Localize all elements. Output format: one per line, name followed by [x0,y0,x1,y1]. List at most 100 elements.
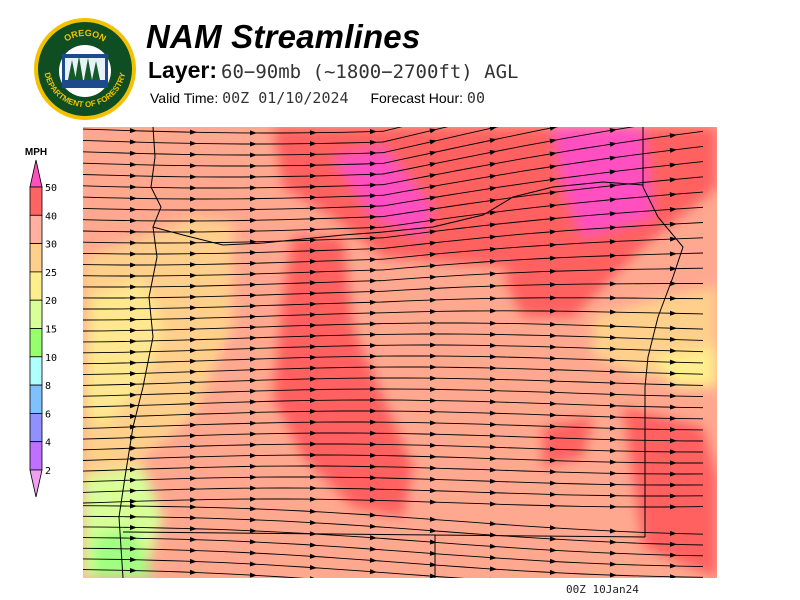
streamline-arrow [129,499,137,505]
streamline-arrow [549,412,557,418]
streamline [83,310,704,321]
streamline-arrow [429,342,437,348]
streamline-arrow [549,255,557,261]
streamline-arrow [369,408,377,414]
streamline-arrow [369,557,377,563]
streamline-arrow [609,528,617,534]
streamline-arrow [249,271,257,277]
streamline-arrow [129,229,137,235]
valid-time-value: 00Z 01/10/2024 [222,89,349,107]
streamline-arrow [369,310,377,316]
streamline-arrow [489,354,497,360]
streamline-arrow [249,442,257,448]
streamline-arrow [249,141,257,147]
streamline-arrow [669,162,677,168]
streamline-arrow [249,496,257,502]
streamline-arrow [549,569,557,575]
streamline-arrow [429,539,437,545]
streamline-arrow [129,524,137,530]
streamline-arrow [189,411,197,417]
streamline-arrow [369,203,377,209]
streamline-arrow [369,246,377,252]
streamline-arrow [249,528,257,534]
streamline-arrow [189,454,197,460]
streamline-arrow [429,431,437,437]
streamline-arrow [549,308,557,314]
streamline-arrow [249,431,257,437]
streamline-arrow [249,303,257,309]
streamline-arrow [429,320,437,326]
streamline-arrow [129,557,137,563]
streamline-arrow [309,419,317,425]
streamline-arrow [129,173,137,179]
streamline-arrow [129,262,137,268]
streamline-arrow [129,488,137,494]
legend-tick-label: 30 [45,240,57,251]
streamline-arrow [309,195,317,201]
streamline-arrow [189,515,197,521]
streamline-arrow [129,413,137,419]
streamline-arrow [249,572,257,578]
streamline-arrow [189,379,197,385]
streamline-arrow [609,391,617,397]
streamline-arrow [429,364,437,370]
streamline-arrow [609,493,617,499]
streamline-arrow [129,403,137,409]
streamline-arrow [669,221,677,227]
streamline-arrow [249,314,257,320]
streamline-arrow [609,239,617,245]
streamline-arrow [369,257,377,263]
streamline-arrow [249,217,257,223]
streamline-arrow [669,370,677,376]
streamline [83,145,704,200]
streamline-arrow [549,389,557,395]
streamline-arrow [189,207,197,213]
streamline-arrow [669,438,677,444]
svg-text:OREGON: OREGON [62,28,108,44]
streamline-arrow [429,286,437,292]
streamline-arrow [189,486,197,492]
streamline-arrow [669,493,677,499]
streamline-arrow [249,420,257,426]
streamline [83,410,704,420]
streamline-arrow [489,566,497,572]
streamline-arrow [669,147,677,153]
streamline-arrow [549,333,557,339]
streamline [83,127,559,167]
streamline-arrow [369,235,377,241]
valid-time-label: Valid Time: [150,90,219,106]
streamline-arrow [549,151,557,157]
streamline-arrow [189,526,197,532]
streamline-arrow [669,393,677,399]
streamline-arrow [549,435,557,441]
streamline-arrow [189,315,197,321]
idaho-border [642,127,684,537]
streamline-arrow [669,482,677,488]
streamline-arrow [549,503,557,509]
streamline-arrow [309,520,317,526]
streamline-arrow [369,419,377,425]
streamline-arrow [369,214,377,220]
streamline-arrow [609,380,617,386]
streamline-arrow [310,576,315,578]
streamline-arrow [369,512,377,518]
streamline-arrow [369,569,377,575]
streamline-arrow [129,360,137,366]
streamline-arrow [129,349,137,355]
streamline-arrow [549,295,557,301]
streamline-arrow [489,478,497,484]
streamline-arrow [669,449,677,455]
streamline-arrow [129,567,137,573]
streamline-arrow [549,423,557,429]
streamline-arrow [249,367,257,373]
streamline-arrow [669,460,677,466]
streamline-arrow [189,163,197,169]
streamline-arrow [249,346,257,352]
streamline-arrow [489,150,497,155]
streamline [83,476,704,486]
streamline [83,283,703,299]
streamline-arrow [429,206,437,212]
streamline-arrow [129,162,137,168]
streamline-arrow [309,184,317,190]
streamline-arrow [669,310,677,316]
